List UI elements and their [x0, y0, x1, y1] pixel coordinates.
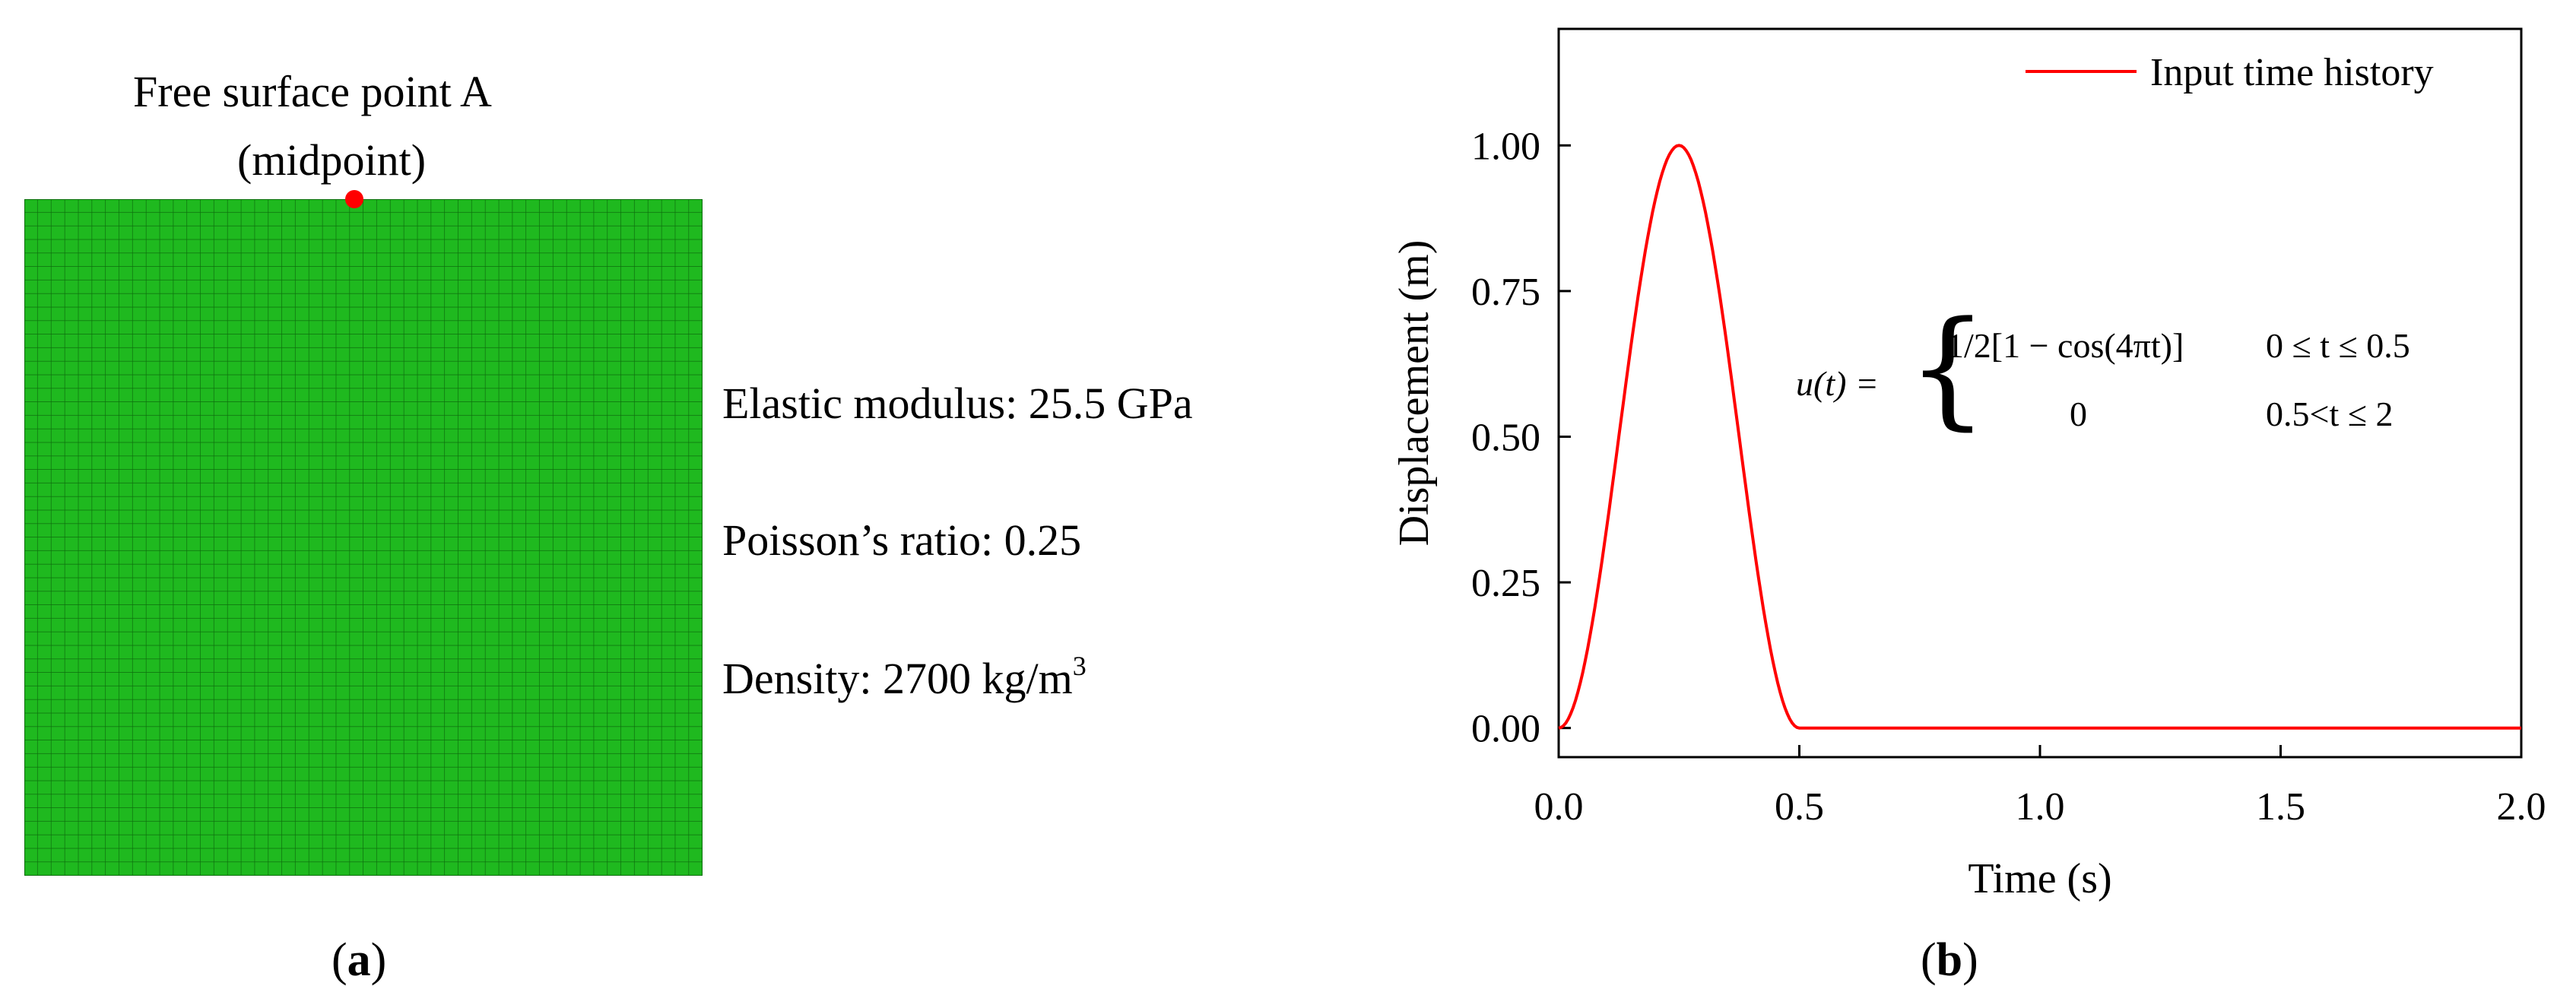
equation-lhs: u(t) = [1796, 364, 1879, 403]
y-tick-label: 0.25 [1471, 562, 1540, 605]
point-a-label-line1: Free surface point A [133, 67, 492, 116]
x-tick-label: 0.0 [1534, 785, 1584, 829]
equation-case2-expression: 0 [2070, 395, 2087, 433]
panel-a-caption: (a) [332, 934, 387, 986]
y-tick-label: 0.00 [1471, 708, 1540, 751]
equation-case2-condition: 0.5<t ≤ 2 [2266, 395, 2394, 433]
x-tick-label: 2.0 [2497, 785, 2546, 829]
density-superscript: 3 [1072, 651, 1087, 681]
x-tick-label: 1.0 [2016, 785, 2065, 829]
free-surface-point-a-marker [345, 190, 363, 208]
x-tick-label: 0.5 [1775, 785, 1824, 829]
series-line-1 [1558, 144, 2521, 730]
y-tick-label: 0.75 [1471, 271, 1540, 314]
equation-case1-expression: 1/2[1 − cos(4πt)] [1946, 326, 2184, 365]
equation-brace: { [1907, 293, 1988, 442]
x-axis-label: Time (s) [1968, 855, 2111, 902]
y-axis-label: Displacement (m) [1391, 240, 1438, 547]
point-a-label-line2: (midpoint) [237, 135, 427, 185]
legend-label: Input time history [2150, 51, 2434, 94]
x-tick-label: 1.5 [2256, 785, 2305, 829]
y-tick-label: 1.00 [1471, 125, 1540, 168]
density-label: Density: 2700 kg/m3 [722, 652, 1087, 701]
plot-frame [1557, 27, 2523, 759]
elastic-modulus-label: Elastic modulus: 25.5 GPa [722, 379, 1193, 428]
density-text: Density: 2700 kg/m [722, 654, 1073, 703]
panel-b-caption: (b) [1921, 934, 1978, 986]
finite-element-mesh [24, 199, 703, 876]
equation-case1-condition: 0 ≤ t ≤ 0.5 [2266, 326, 2410, 365]
y-tick-label: 0.50 [1471, 416, 1540, 459]
poisson-ratio-label: Poisson’s ratio: 0.25 [722, 515, 1082, 565]
